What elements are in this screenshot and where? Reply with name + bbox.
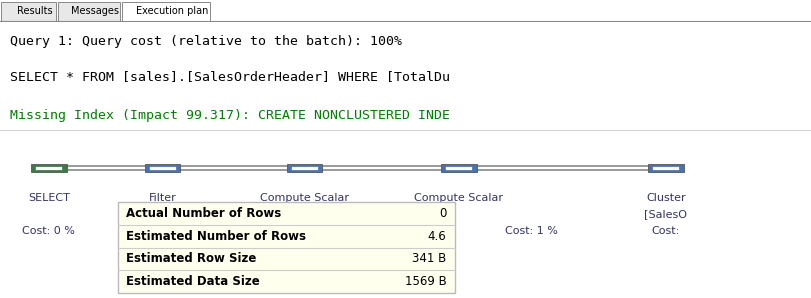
Text: 4.6: 4.6: [427, 230, 446, 243]
Text: Messages: Messages: [71, 6, 119, 16]
Text: Cost:: Cost:: [651, 226, 679, 236]
Text: SELECT * FROM [sales].[SalesOrderHeader] WHERE [TotalDu: SELECT * FROM [sales].[SalesOrderHeader]…: [10, 70, 449, 83]
Text: Results: Results: [17, 6, 52, 16]
Text: 341 B: 341 B: [412, 252, 446, 266]
Bar: [647, 164, 683, 172]
Text: Filter: Filter: [148, 193, 176, 203]
Text: Query 1: Query cost (relative to the batch): 100%: Query 1: Query cost (relative to the bat…: [10, 35, 401, 48]
Text: Compute Scalar: Compute Scalar: [260, 193, 349, 203]
Bar: [31, 164, 67, 172]
Bar: [440, 164, 476, 172]
Text: Cluster: Cluster: [646, 193, 684, 203]
Text: Actual Number of Rows: Actual Number of Rows: [126, 207, 281, 220]
Text: Estimated Number of Rows: Estimated Number of Rows: [126, 230, 306, 243]
Bar: [144, 164, 180, 172]
Bar: [58, 2, 120, 21]
Text: Cost: 1 %: Cost: 1 %: [504, 226, 558, 236]
Bar: [1, 2, 56, 21]
Text: Compute Scalar: Compute Scalar: [414, 193, 503, 203]
Text: Missing Index (Impact 99.317): CREATE NONCLUSTERED INDE: Missing Index (Impact 99.317): CREATE NO…: [10, 109, 449, 122]
Bar: [286, 164, 322, 172]
Text: 1569 B: 1569 B: [405, 275, 446, 288]
Bar: [118, 202, 454, 293]
Text: Estimated Data Size: Estimated Data Size: [126, 275, 260, 288]
Text: 0: 0: [439, 207, 446, 220]
Bar: [122, 2, 210, 21]
Text: [SalesO: [SalesO: [644, 209, 686, 220]
Text: Execution plan: Execution plan: [135, 6, 208, 16]
Text: Estimated Row Size: Estimated Row Size: [126, 252, 256, 266]
Text: SELECT: SELECT: [28, 193, 70, 203]
Text: Cost: 0 %: Cost: 0 %: [22, 226, 75, 236]
